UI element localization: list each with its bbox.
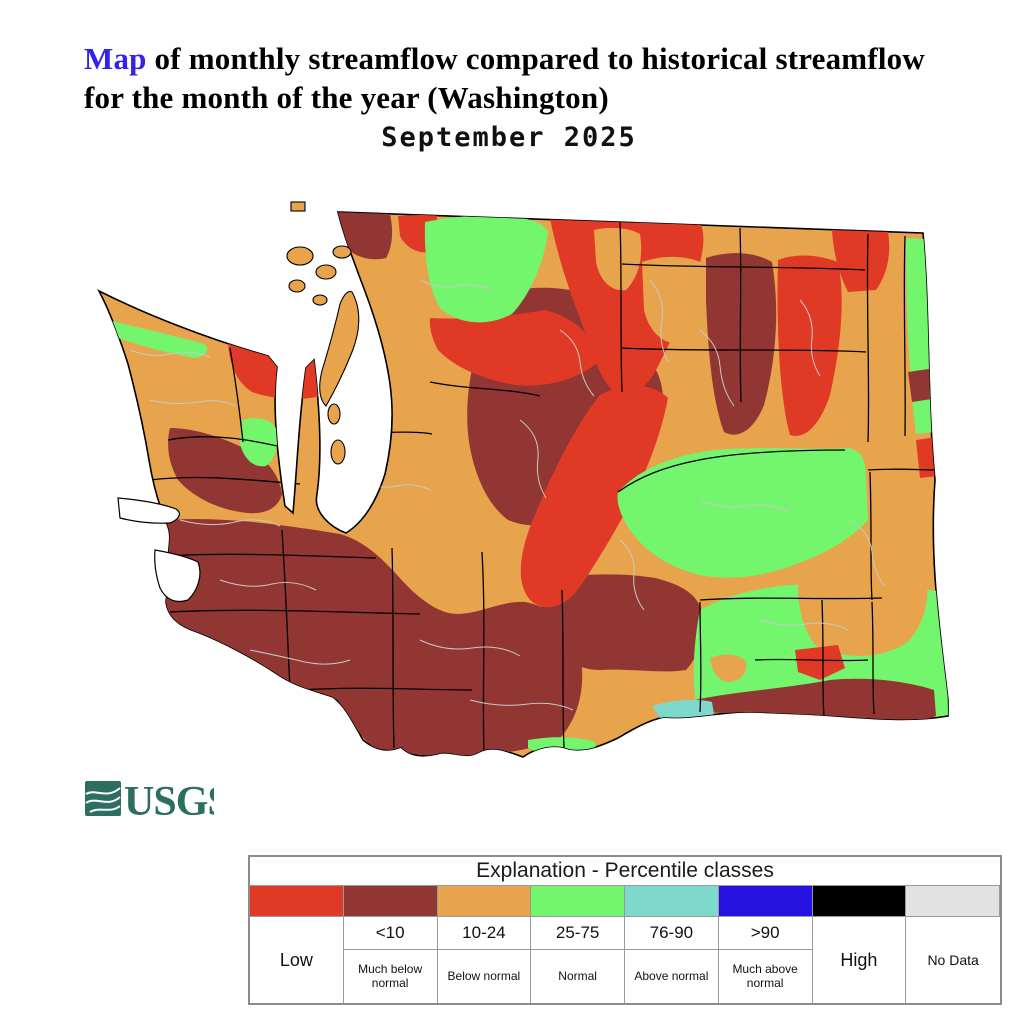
usgs-logo: USGS	[85, 779, 214, 822]
page-title-text: of monthly streamflow compared to histor…	[84, 40, 925, 115]
watershed-region	[424, 215, 548, 323]
watershed-region	[908, 368, 938, 402]
usgs-logo-mark	[85, 781, 121, 816]
watershed-region	[706, 253, 777, 435]
vashon-island	[330, 439, 346, 465]
coastal-bays	[117, 497, 201, 603]
legend-label-low: Low	[250, 917, 344, 1003]
watershed-region	[520, 385, 668, 608]
camano-island	[312, 294, 328, 306]
map-month-subtitle: September 2025	[381, 122, 637, 153]
watershed-region	[798, 559, 928, 656]
watershed-region	[539, 574, 703, 672]
legend-desc-much-above: Much above normal	[719, 950, 813, 1003]
legend-value-much-above: >90	[718, 917, 813, 950]
point-roberts	[290, 201, 306, 212]
legend-value-below: 10-24	[437, 917, 532, 950]
willapa-bay	[154, 549, 201, 603]
watershed-region	[528, 737, 596, 757]
watershed-region	[594, 227, 642, 291]
legend-swatch-above	[625, 886, 719, 917]
legend-swatch-below	[437, 886, 532, 917]
legend-desc-below: Below normal	[438, 950, 532, 1003]
lopez-island	[288, 279, 306, 293]
watershed-region	[916, 436, 946, 478]
legend-desc-above: Above normal	[625, 950, 719, 1003]
legend-swatch-normal	[531, 886, 625, 917]
legend-title: Explanation - Percentile classes	[250, 857, 1000, 886]
san-juan-island	[286, 246, 314, 266]
watershed-region	[164, 518, 583, 757]
watershed-region	[642, 256, 706, 344]
grays-harbor-bay	[117, 497, 180, 524]
watershed-region	[617, 448, 868, 578]
watershed-region	[168, 428, 282, 514]
orcas-island	[315, 264, 337, 280]
watershed-region	[832, 230, 890, 292]
watershed-region	[652, 699, 714, 721]
lummi-island	[332, 245, 352, 259]
watershed-region	[795, 645, 845, 680]
page-title: Map of monthly streamflow compared to hi…	[84, 39, 968, 117]
legend-swatch-no-data	[906, 886, 1000, 917]
legend-value-normal: 25-75	[531, 917, 625, 950]
watershed-region	[710, 654, 747, 682]
puget-sound-islands	[286, 201, 360, 465]
legend-value-above: 76-90	[625, 917, 719, 950]
legend-swatch-much-below	[343, 886, 438, 917]
legend-desc-much-below: Much below normal	[344, 950, 438, 1003]
bainbridge-island	[327, 403, 341, 425]
legend-swatch-high	[812, 886, 907, 917]
legend-label-no-data: No Data	[927, 952, 979, 968]
legend-label-high: High	[813, 917, 907, 1003]
legend-table: Explanation - Percentile classes Low <10…	[248, 855, 1002, 1005]
whidbey-island	[319, 290, 360, 407]
watershed-region	[429, 310, 600, 386]
legend-desc-normal: Normal	[531, 950, 625, 1003]
usgs-logo-text: USGS	[124, 779, 214, 822]
legend-value-much-below: <10	[343, 917, 438, 950]
legend-swatch-much-above	[718, 886, 813, 917]
watershed-boundaries	[149, 221, 941, 755]
legend-swatch-low	[250, 886, 344, 917]
map-link[interactable]: Map	[84, 40, 147, 76]
watershed-region	[108, 320, 208, 358]
usgs-logo-waves-icon	[85, 787, 121, 813]
watershed-region	[777, 255, 842, 436]
